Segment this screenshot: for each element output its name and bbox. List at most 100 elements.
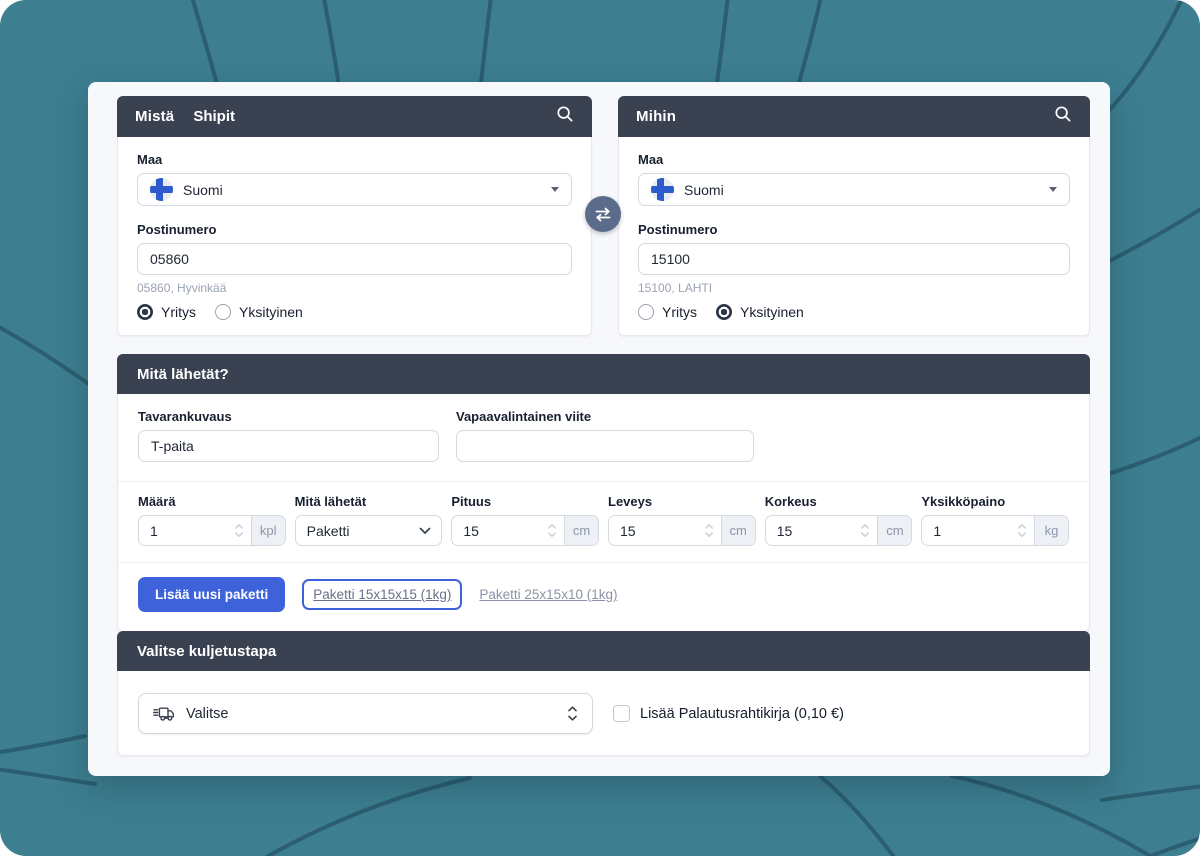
to-radio-company-label: Yritys	[662, 304, 697, 320]
height-unit: cm	[877, 516, 912, 545]
width-value: 15	[620, 522, 636, 539]
quantity-stepper[interactable]: 1 kpl	[138, 515, 286, 546]
from-country-label: Maa	[137, 152, 163, 167]
height-stepper[interactable]: 15 cm	[764, 515, 913, 546]
quantity-unit: kpl	[250, 516, 285, 545]
from-type-radio-group: Yritys Yksityinen	[137, 304, 572, 320]
from-country-select[interactable]: Suomi	[137, 173, 572, 206]
from-panel-header: Mistä Shipit	[117, 96, 592, 137]
to-postcode-label: Postinumero	[638, 222, 718, 237]
to-radio-private-label: Yksityinen	[740, 304, 804, 320]
transport-section-body: Valitse Lisää Palautusrahtikirja (0,10 €…	[117, 671, 1090, 756]
height-value: 15	[776, 522, 793, 539]
from-brand-label: Shipit	[193, 108, 236, 125]
unit-weight-stepper[interactable]: 1 kg	[921, 515, 1070, 546]
from-postcode-input[interactable]: 05860	[137, 243, 572, 275]
caret-down-icon	[1049, 187, 1057, 192]
return-waybill-label: Lisää Palautusrahtikirja (0,10 €)	[640, 705, 844, 722]
search-icon[interactable]	[1054, 105, 1072, 128]
preset-package-link-1[interactable]: Paketti 15x15x15 (1kg)	[302, 579, 463, 610]
quantity-label: Määrä	[138, 494, 176, 509]
package-type-value: Paketti	[306, 522, 350, 539]
length-value: 15	[463, 522, 479, 539]
to-panel: Mihin Maa Suomi Postinumero 15100 15100,…	[618, 96, 1090, 336]
quantity-field-group: Määrä 1 kpl	[138, 494, 286, 546]
length-unit: cm	[564, 516, 599, 545]
carrier-select[interactable]: Valitse	[138, 693, 593, 734]
chevron-down-icon	[419, 527, 431, 534]
shipment-section-header: Mitä lähetät?	[117, 354, 1090, 394]
package-type-field-group: Mitä lähetät Paketti	[294, 494, 443, 546]
divider	[118, 481, 1089, 482]
to-postcode-input[interactable]: 15100	[638, 243, 1070, 275]
to-panel-body: Maa Suomi Postinumero 15100 15100, LAHTI…	[618, 137, 1090, 336]
swap-direction-button[interactable]	[585, 196, 621, 232]
package-actions-row: Lisää uusi paketti Paketti 15x15x15 (1kg…	[118, 563, 1089, 631]
quantity-value: 1	[150, 522, 158, 539]
spinner-arrows-icon[interactable]	[547, 522, 557, 539]
to-postcode-hint: 15100, LAHTI	[638, 281, 713, 295]
reference-field-group: Vapaavalintainen viite	[456, 409, 754, 462]
length-stepper[interactable]: 15 cm	[451, 515, 600, 546]
preset-package-link-2[interactable]: Paketti 25x15x10 (1kg)	[479, 587, 618, 602]
width-label: Leveys	[608, 494, 653, 509]
description-row: Tavarankuvaus T-paita Vapaavalintainen v…	[118, 394, 1089, 481]
spinner-arrows-icon[interactable]	[704, 522, 714, 539]
checkbox-unchecked-icon[interactable]	[613, 705, 630, 722]
spinner-arrows-icon[interactable]	[860, 522, 870, 539]
reference-label: Vapaavalintainen viite	[456, 409, 592, 424]
from-country-value: Suomi	[183, 181, 223, 198]
description-field-group: Tavarankuvaus T-paita	[138, 409, 439, 462]
finland-flag-icon	[150, 178, 173, 201]
from-panel-body: Maa Suomi Postinumero 05860 05860, Hyvin…	[117, 137, 592, 336]
package-dimensions-row: Määrä 1 kpl Mitä lähetät	[118, 482, 1089, 562]
from-panel-title: Mistä	[135, 108, 175, 125]
transport-section: Valitse kuljetustapa Valitse	[117, 631, 1090, 756]
to-country-label: Maa	[638, 152, 664, 167]
to-panel-header: Mihin	[618, 96, 1090, 137]
spinner-arrows-icon[interactable]	[234, 522, 244, 539]
unfold-arrows-icon	[568, 706, 577, 721]
description-label: Tavarankuvaus	[138, 409, 232, 424]
height-field-group: Korkeus 15 cm	[764, 494, 913, 546]
height-label: Korkeus	[764, 494, 817, 509]
shipment-section: Mitä lähetät? Tavarankuvaus T-paita Vapa…	[117, 354, 1090, 632]
package-type-label: Mitä lähetät	[294, 494, 367, 509]
finland-flag-icon	[651, 178, 674, 201]
from-radio-company[interactable]: Yritys	[137, 304, 196, 320]
from-radio-private[interactable]: Yksityinen	[215, 304, 303, 320]
add-package-button[interactable]: Lisää uusi paketti	[138, 577, 286, 612]
to-radio-private[interactable]: Yksityinen	[716, 304, 804, 320]
search-icon[interactable]	[556, 105, 574, 128]
unit-weight-field-group: Yksikköpaino 1 kg	[921, 494, 1070, 546]
width-field-group: Leveys 15 cm	[608, 494, 756, 546]
width-stepper[interactable]: 15 cm	[608, 515, 756, 546]
reference-input[interactable]	[456, 430, 754, 462]
radio-checked-icon	[137, 304, 153, 320]
swap-arrows-icon	[595, 207, 611, 221]
carrier-select-value: Valitse	[186, 705, 229, 722]
from-panel: Mistä Shipit Maa Suomi Postinumero 05860	[117, 96, 592, 336]
from-postcode-hint: 05860, Hyvinkää	[137, 281, 227, 295]
spinner-arrows-icon[interactable]	[1017, 522, 1027, 539]
radio-checked-icon	[716, 304, 732, 320]
to-radio-company[interactable]: Yritys	[638, 304, 697, 320]
unit-weight-value: 1	[933, 522, 942, 539]
length-field-group: Pituus 15 cm	[451, 494, 600, 546]
shipment-section-body: Tavarankuvaus T-paita Vapaavalintainen v…	[117, 394, 1090, 632]
truck-icon	[153, 707, 174, 721]
unit-weight-label: Yksikköpaino	[921, 494, 1006, 509]
transport-section-title: Valitse kuljetustapa	[137, 642, 277, 660]
to-country-select[interactable]: Suomi	[638, 173, 1070, 206]
radio-unchecked-icon	[638, 304, 654, 320]
to-panel-title: Mihin	[636, 108, 677, 125]
transport-section-header: Valitse kuljetustapa	[117, 631, 1090, 671]
description-input[interactable]: T-paita	[138, 430, 439, 462]
to-type-radio-group: Yritys Yksityinen	[638, 304, 1070, 320]
length-label: Pituus	[451, 494, 492, 509]
return-waybill-option[interactable]: Lisää Palautusrahtikirja (0,10 €)	[613, 705, 844, 722]
divider	[118, 562, 1089, 563]
package-type-select[interactable]: Paketti	[294, 515, 443, 546]
radio-unchecked-icon	[215, 304, 231, 320]
